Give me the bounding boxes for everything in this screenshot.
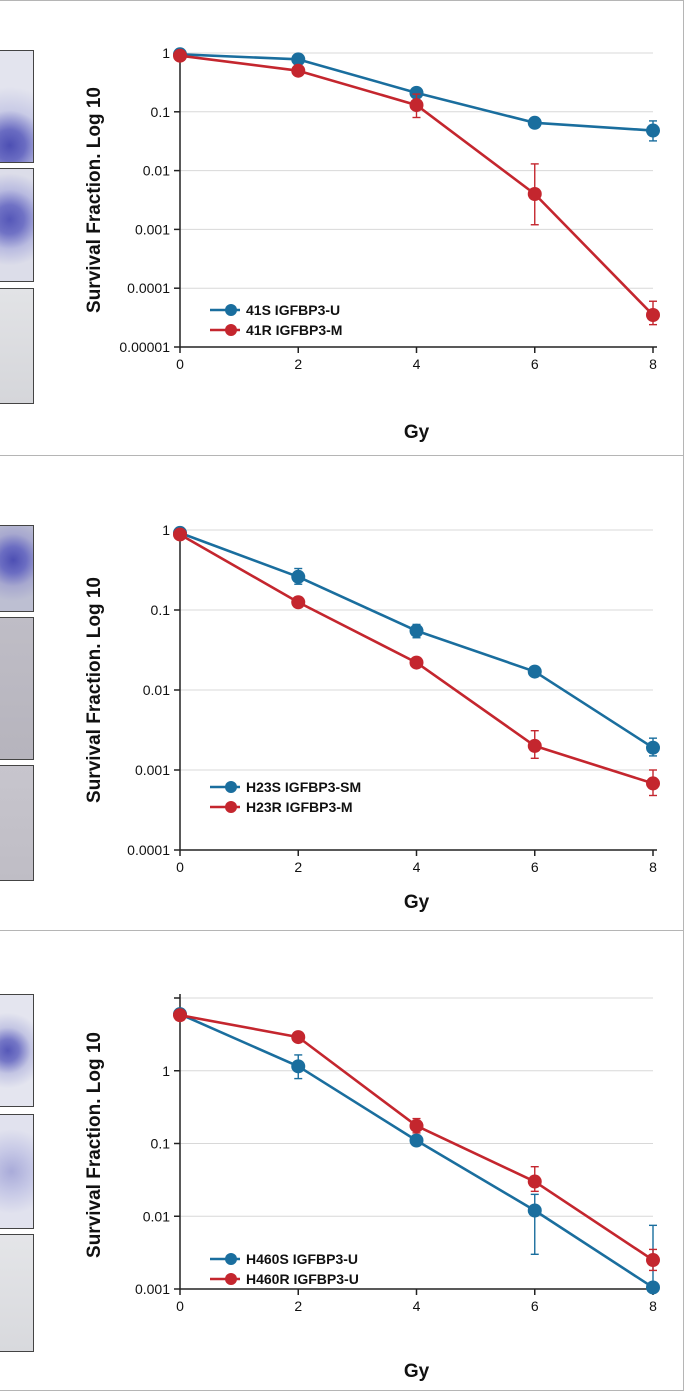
x-tick-label: 0 [176, 859, 184, 875]
y-tick-label: 0.1 [151, 104, 171, 120]
y-tick-label: 0.00001 [119, 339, 170, 355]
data-point [409, 655, 424, 670]
legend-label: H23S IGFBP3-SM [246, 779, 361, 795]
y-tick-label: 1 [162, 1063, 170, 1079]
series-line [179, 1012, 654, 1289]
data-point [173, 527, 187, 542]
data-point [409, 98, 424, 113]
y-tick-label: 0.001 [135, 221, 170, 237]
data-point [527, 1203, 542, 1218]
panel-2-frame [0, 455, 684, 930]
data-point [291, 1059, 306, 1074]
legend-marker [225, 304, 237, 316]
y-tick-label: 0.01 [143, 163, 170, 179]
x-tick-label: 2 [294, 356, 302, 372]
legend-marker [225, 781, 237, 793]
legend-marker [225, 324, 237, 336]
data-point [291, 63, 306, 78]
y-tick-label: 0.0001 [127, 842, 170, 858]
data-point [527, 1174, 542, 1189]
x-tick-label: 6 [531, 1298, 539, 1314]
x-axis-title: Gy [404, 892, 430, 913]
data-point [173, 1008, 187, 1023]
legend-marker [225, 1253, 237, 1265]
colony-image [0, 168, 34, 282]
panel-1-frame [0, 0, 684, 455]
legend-marker [225, 801, 237, 813]
x-tick-label: 6 [531, 356, 539, 372]
x-tick-label: 4 [413, 1298, 421, 1314]
data-point [527, 186, 542, 201]
colony-image [0, 288, 34, 404]
x-tick-label: 2 [294, 1298, 302, 1314]
x-tick-label: 4 [413, 859, 421, 875]
y-tick-label: 0.1 [151, 602, 171, 618]
legend-marker [225, 1273, 237, 1285]
data-point [646, 123, 660, 138]
x-tick-label: 0 [176, 1298, 184, 1314]
data-point [291, 1030, 306, 1045]
legend-label: H460S IGFBP3-U [246, 1251, 358, 1267]
data-point [646, 1280, 660, 1295]
x-tick-label: 8 [649, 1298, 657, 1314]
x-axis-title: Gy [404, 1361, 430, 1382]
colony-image [0, 525, 34, 612]
colony-image [0, 765, 34, 881]
legend-label: H23R IGFBP3-M [246, 799, 353, 815]
data-point [646, 308, 660, 323]
y-axis-title: Survival Fraction. Log 10 [84, 1032, 105, 1258]
y-axis-title: Survival Fraction. Log 10 [84, 577, 105, 803]
series-line [179, 531, 654, 749]
data-point [409, 623, 424, 638]
y-tick-label: 1 [162, 522, 170, 538]
colony-image [0, 994, 34, 1107]
legend-label: 41S IGFBP3-U [246, 302, 340, 318]
y-tick-label: 1 [162, 45, 170, 61]
x-tick-label: 4 [413, 356, 421, 372]
colony-image [0, 617, 34, 760]
legend-label: H460R IGFBP3-U [246, 1271, 359, 1287]
colony-image [0, 1234, 34, 1352]
colony-image [0, 1114, 34, 1229]
data-point [409, 85, 424, 100]
data-point [527, 115, 542, 130]
data-point [173, 48, 187, 63]
x-tick-label: 2 [294, 859, 302, 875]
y-axis-title: Survival Fraction. Log 10 [84, 87, 105, 313]
x-tick-label: 6 [531, 859, 539, 875]
data-point [409, 1118, 424, 1133]
y-tick-label: 0.001 [135, 1281, 170, 1297]
y-tick-label: 0.001 [135, 762, 170, 778]
y-tick-label: 0.01 [143, 682, 170, 698]
y-tick-label: 0.0001 [127, 280, 170, 296]
data-point [646, 1253, 660, 1268]
data-point [291, 52, 306, 67]
x-tick-label: 8 [649, 859, 657, 875]
x-axis-title: Gy [404, 422, 430, 443]
data-point [291, 595, 306, 610]
data-point [291, 569, 306, 584]
y-tick-label: 0.01 [143, 1208, 170, 1224]
legend-label: 41R IGFBP3-M [246, 322, 342, 338]
colony-image [0, 50, 34, 163]
x-tick-label: 8 [649, 356, 657, 372]
x-tick-label: 0 [176, 356, 184, 372]
data-point [646, 740, 660, 755]
data-point [527, 738, 542, 753]
data-point [409, 1133, 424, 1148]
data-point [646, 776, 660, 791]
y-tick-label: 0.1 [151, 1136, 171, 1152]
data-point [527, 664, 542, 679]
